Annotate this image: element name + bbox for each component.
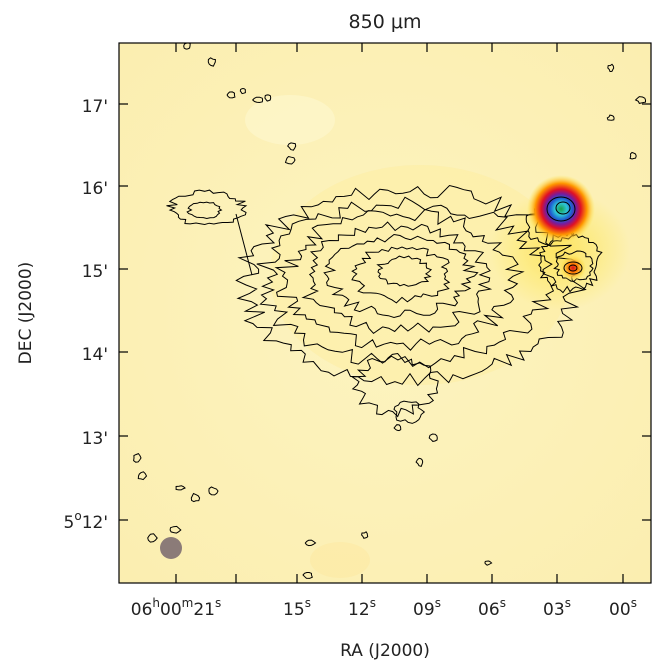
contour-noise: [287, 142, 297, 151]
contour-noise: [169, 525, 182, 534]
peak-south-contour: [568, 264, 578, 272]
contour-line: [351, 246, 451, 304]
contour-noise: [208, 486, 219, 496]
contour-noise: [393, 424, 402, 432]
y-tick-label: 15': [82, 262, 108, 282]
beam-marker: [160, 537, 182, 559]
peak-main-contour: [555, 201, 571, 215]
contour-noise: [304, 539, 317, 547]
contour-line: [393, 400, 426, 424]
contour-noise: [175, 485, 186, 491]
x-tick-label: 15s: [283, 596, 311, 620]
plot-area: [119, 43, 651, 583]
contour-line: [301, 221, 493, 335]
contour-line: [553, 250, 594, 282]
y-tick-labels: 5o12' 13' 14' 15' 16' 17': [64, 97, 108, 533]
contour-line: [256, 196, 557, 369]
contour-line: [538, 230, 603, 294]
x-tick-label: 09s: [413, 596, 441, 620]
contour-noise: [147, 533, 158, 543]
contour-line: [323, 233, 479, 319]
emission-haze: [245, 95, 335, 145]
contour-noise: [137, 471, 148, 481]
x-tick-label: 03s: [543, 596, 571, 620]
contour-line: [186, 201, 223, 220]
x-axis-title: RA (J2000): [340, 641, 430, 661]
contour-line: [235, 213, 253, 276]
contour-noise: [207, 57, 216, 67]
y-tick-label: 16': [82, 179, 108, 199]
contour-line: [166, 189, 248, 226]
peak-south-contour: [563, 261, 583, 275]
emission-peaks: [527, 175, 595, 281]
x-tick-label: 00s: [609, 596, 637, 620]
contour-noise: [264, 94, 272, 102]
y-tick-label: 17': [82, 97, 108, 117]
x-tick-labels: 06h00m21s 15s 12s 09s 06s 03s 00s: [131, 596, 637, 620]
contour-noise: [302, 572, 313, 579]
contour-noise: [361, 531, 369, 539]
contour-noise: [606, 114, 615, 121]
contour-line: [274, 208, 525, 351]
contour-noise: [239, 88, 246, 95]
x-tick-label: 06s: [478, 596, 506, 620]
contour-noise: [251, 96, 264, 104]
contour-noise: [284, 155, 296, 165]
contour-noise: [428, 433, 438, 442]
contour-line: [235, 184, 587, 387]
y-tick-label: 13': [82, 429, 108, 449]
y-axis-title: DEC (J2000): [16, 262, 36, 365]
axis-ticks: [119, 43, 651, 583]
contour-noise: [607, 63, 615, 73]
y-tick-label: 14': [82, 345, 108, 365]
chart-title: 850 μm: [349, 11, 422, 33]
contour-noise: [634, 96, 646, 104]
emission-haze: [310, 542, 370, 578]
peak-main-contour: [546, 196, 576, 222]
contour-line: [376, 255, 433, 287]
plot-frame: [118, 42, 652, 584]
contour-noise: [190, 492, 201, 503]
emission-haze: [270, 165, 570, 385]
x-tick-label: 06h00m21s: [131, 596, 222, 620]
x-tick-label: 12s: [348, 596, 376, 620]
contour-noise: [133, 452, 142, 463]
peak-south: [560, 255, 586, 281]
contour-noise: [415, 457, 424, 468]
contour-noise: [629, 151, 637, 160]
contour-noise: [484, 560, 493, 566]
peak-main: [527, 175, 595, 243]
y-tick-label: 5o12': [64, 509, 108, 533]
contour-noise: [226, 91, 236, 99]
contour-line: [350, 352, 439, 418]
